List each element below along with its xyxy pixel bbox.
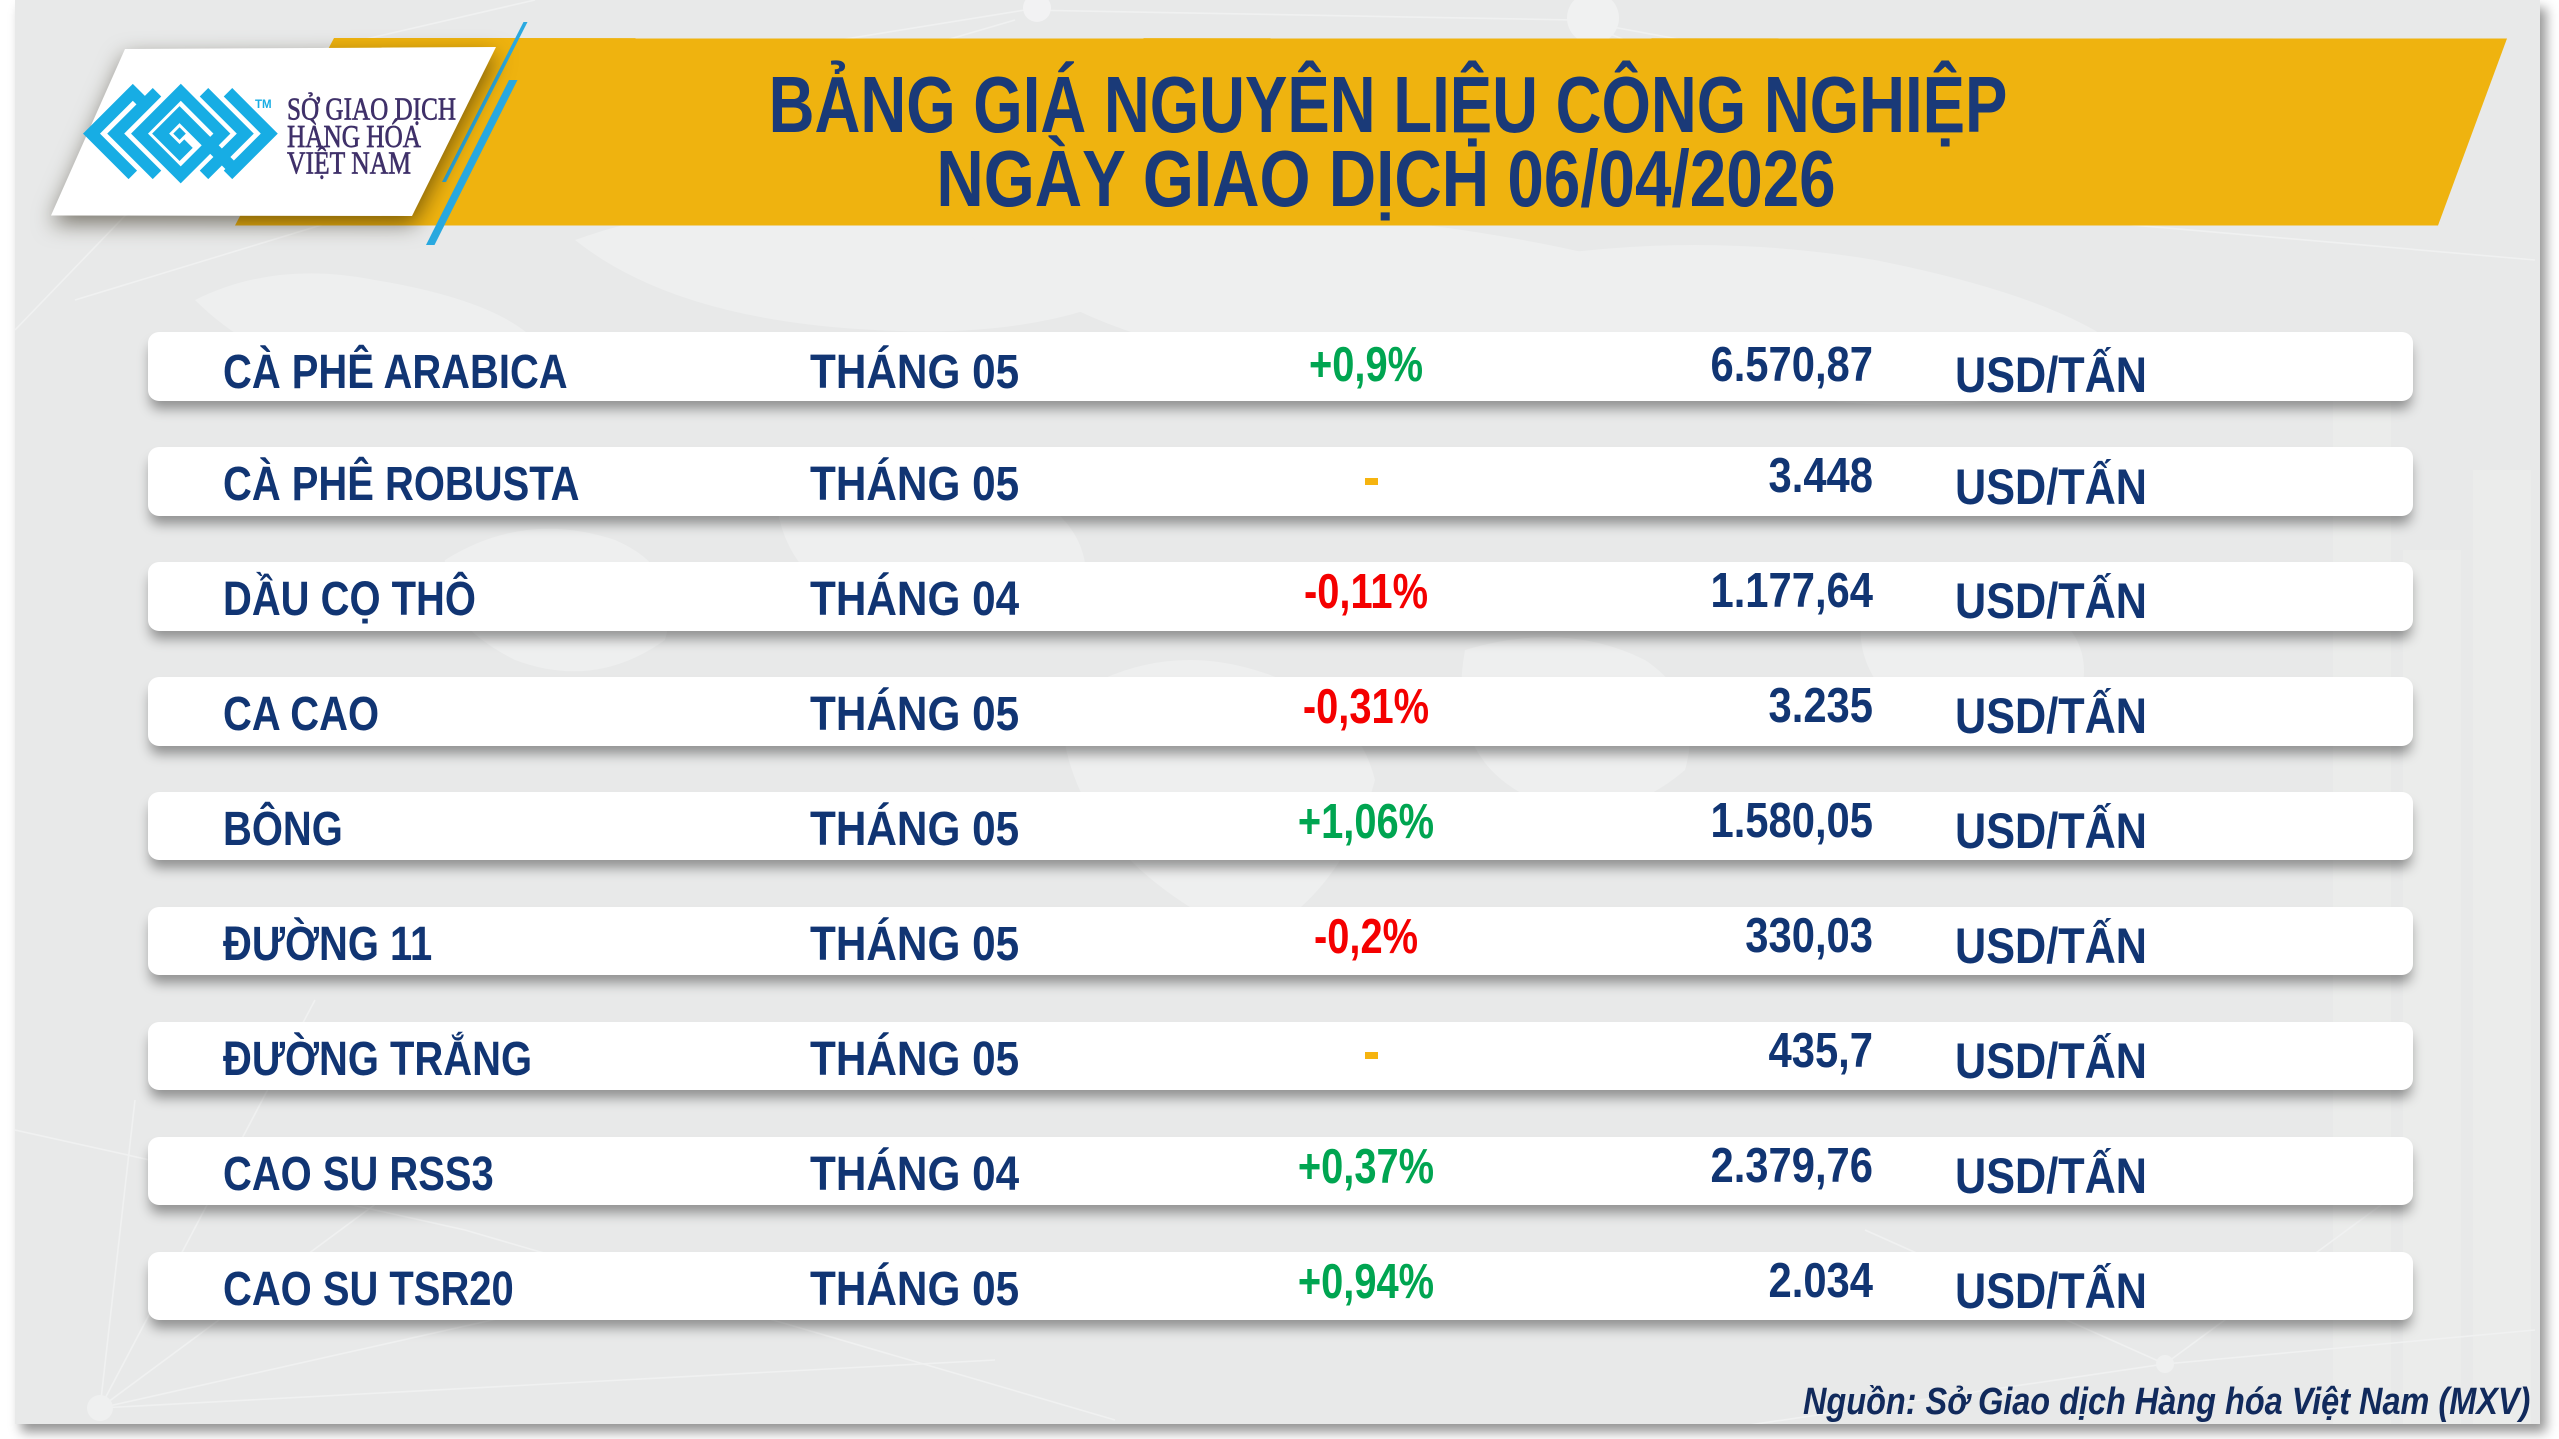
svg-text:SỞ GIAO DỊCH: SỞ GIAO DỊCH	[287, 91, 456, 127]
svg-text:HÀNG HÓA: HÀNG HÓA	[287, 118, 421, 154]
svg-text:TM: TM	[255, 99, 272, 111]
svg-text:VIỆT NAM: VIỆT NAM	[287, 145, 411, 181]
